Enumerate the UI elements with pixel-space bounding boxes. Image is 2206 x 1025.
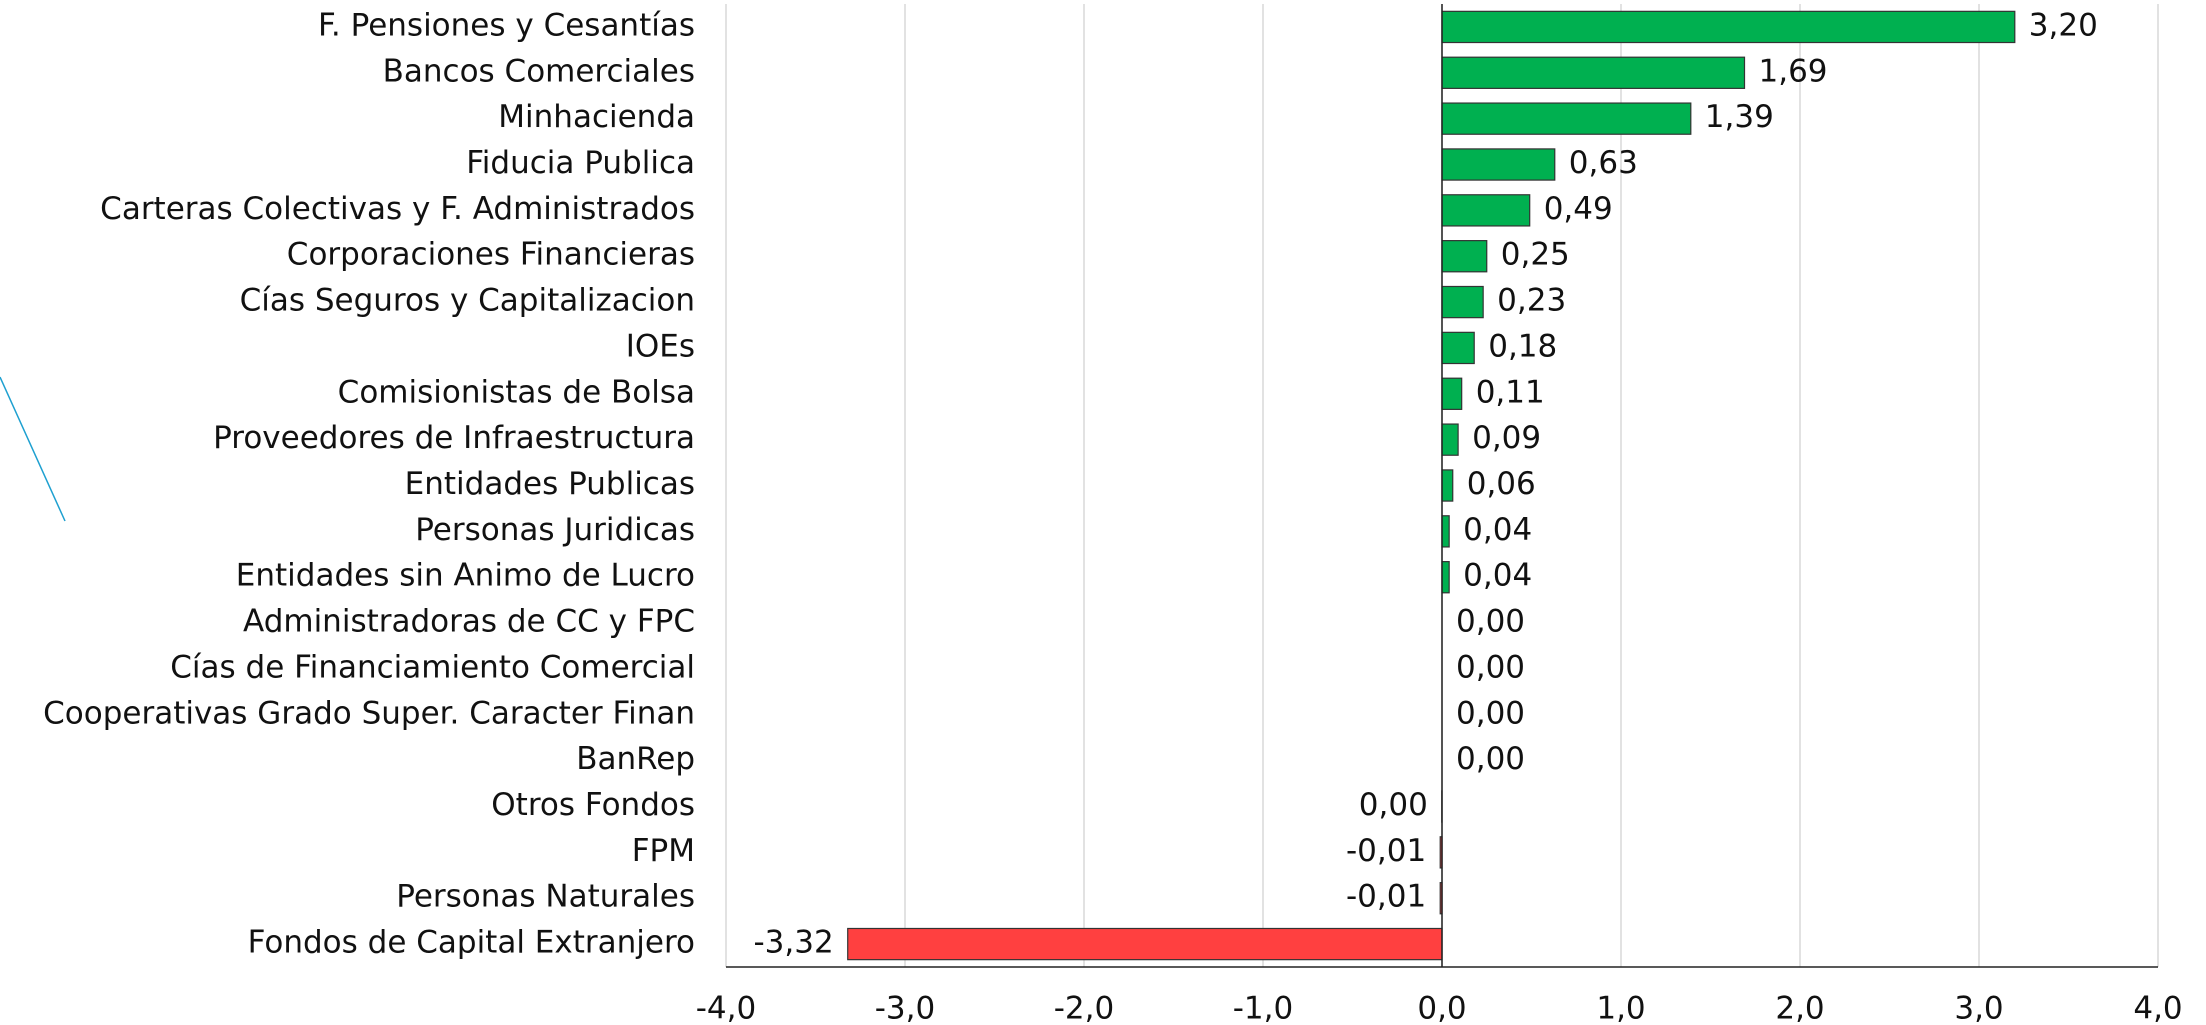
value-label: 0,06 [1467,466,1536,502]
category-label: Cooperativas Grado Super. Caracter Finan [43,695,695,731]
category-label: IOEs [626,328,695,364]
x-tick-label: 3,0 [1954,991,2003,1025]
value-label: -0,01 [1346,833,1426,869]
value-label: 0,23 [1497,283,1566,319]
value-label: -3,32 [754,925,834,961]
value-label: 0,09 [1472,420,1541,456]
bar [1441,285,1484,319]
value-label: 0,00 [1456,604,1525,640]
value-label: 0,04 [1463,512,1532,548]
category-label: Comisionistas de Bolsa [338,374,695,410]
x-tick-label: 2,0 [1775,991,1824,1025]
decoration-line [0,376,66,522]
value-label: 0,18 [1488,328,1557,364]
category-label: Bancos Comerciales [383,53,695,89]
x-tick-label: 1,0 [1596,991,1645,1025]
category-label: Fiducia Publica [466,145,695,181]
x-tick-label: 4,0 [2133,991,2182,1025]
category-label: Fondos de Capital Extranjero [248,925,695,961]
value-label: 0,00 [1456,695,1525,731]
bar [1441,56,1746,89]
category-label: Carteras Colectivas y F. Administrados [100,191,695,227]
category-label: Entidades sin Animo de Lucro [236,558,695,594]
value-label: 0,00 [1456,649,1525,685]
value-label: 0,11 [1476,374,1545,410]
x-tick-label: -1,0 [1233,991,1294,1025]
category-label: BanRep [576,741,695,777]
category-label: Corporaciones Financieras [287,237,695,273]
value-label: 3,20 [2029,7,2098,43]
value-label: 0,49 [1544,191,1613,227]
category-label: Personas Juridicas [415,512,695,548]
category-label: Cías de Financiamiento Comercial [170,649,695,685]
x-tick-label: 0,0 [1417,991,1466,1025]
bar [1441,561,1450,594]
x-tick-label: -2,0 [1054,991,1115,1025]
bar [1441,240,1488,273]
bar [847,927,1443,961]
value-label: 0,25 [1501,237,1570,273]
bar [1441,423,1459,456]
bar [1441,515,1450,548]
category-label: F. Pensiones y Cesantías [318,7,695,43]
bar [1441,469,1454,502]
bar [1441,102,1692,135]
x-tick-label: -3,0 [875,991,936,1025]
category-label: Minhacienda [498,99,695,135]
bar [1441,194,1531,227]
value-label: 0,04 [1463,558,1532,594]
bar [1441,148,1556,181]
value-label: 0,00 [1456,741,1525,777]
value-label: 1,69 [1759,53,1828,89]
bar [1441,377,1463,410]
value-label: 0,63 [1569,145,1638,181]
category-label: Entidades Publicas [405,466,695,502]
category-label: Proveedores de Infraestructura [213,420,695,456]
x-tick-label: -4,0 [696,991,757,1025]
category-label: Personas Naturales [396,879,695,915]
bar [1441,331,1475,365]
category-label: Administradoras de CC y FPC [243,604,695,640]
category-label: Otros Fondos [491,787,695,823]
category-label: Cías Seguros y Capitalizacion [240,283,695,319]
category-label: FPM [632,833,695,869]
value-label: 0,00 [1359,787,1428,823]
bar [1441,10,2016,44]
value-label: 1,39 [1705,99,1774,135]
value-label: -0,01 [1346,879,1426,915]
